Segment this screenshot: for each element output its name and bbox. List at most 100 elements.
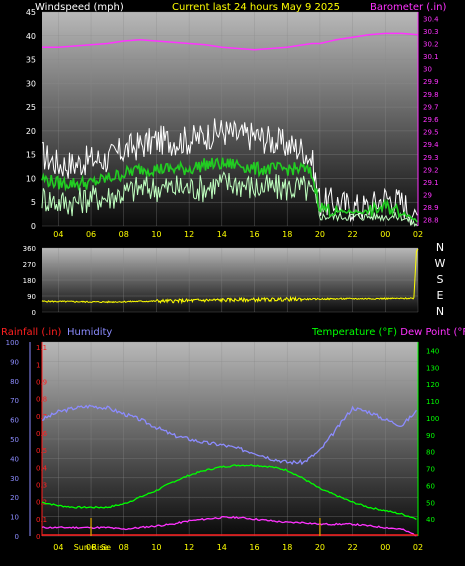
barometer-y-tick-label: 29.1 xyxy=(423,179,439,187)
temp-y-tick-label: 60 xyxy=(426,482,435,490)
chart-title: Current last 24 hours May 9 2025 xyxy=(172,2,340,13)
barometer-y-tick-label: 29.8 xyxy=(423,91,439,99)
sunrise-label: Sun Rise xyxy=(74,543,109,552)
barometer-y-tick-label: 29.3 xyxy=(423,154,439,162)
temp-y-tick-label: 120 xyxy=(426,381,439,389)
temp-y-tick-label: 90 xyxy=(426,432,435,440)
wind-y-tick-label: 45 xyxy=(26,8,36,17)
barometer-y-tick-label: 29.2 xyxy=(423,166,439,174)
x-tick-label: 04 xyxy=(53,543,63,552)
wind-y-tick-label: 35 xyxy=(26,56,36,65)
humidity-y-tick-label: 70 xyxy=(10,397,19,405)
barometer-y-tick-label: 30.1 xyxy=(423,53,439,61)
temp-y-tick-label: 140 xyxy=(426,347,439,355)
x-tick-label: 16 xyxy=(249,230,259,239)
temperature-series xyxy=(41,463,417,520)
humidity-y-tick-label: 50 xyxy=(10,436,19,444)
wind-low-series xyxy=(41,171,418,227)
temp-y-tick-label: 100 xyxy=(426,415,439,423)
temp-y-tick-label: 70 xyxy=(426,466,435,474)
wind-y-tick-label: 40 xyxy=(26,32,36,41)
barometer-y-tick-label: 30.3 xyxy=(423,28,439,36)
rain-y-tick-label: 1 xyxy=(36,361,40,369)
barometer-y-tick-label: 29.6 xyxy=(423,116,439,124)
x-tick-label: 02 xyxy=(413,543,423,552)
barometer-y-tick-label: 29.5 xyxy=(423,129,439,137)
sun-label-overlap: Se xyxy=(101,543,111,552)
humidity-y-tick-label: 10 xyxy=(10,514,19,522)
temp-y-tick-label: 130 xyxy=(426,364,439,372)
temp-y-tick-label: 50 xyxy=(426,499,435,507)
barometer-y-tick-label: 29.4 xyxy=(423,141,439,149)
wind-y-tick-label: 15 xyxy=(26,151,36,160)
compass-label-w: W xyxy=(435,257,446,270)
humidity-y-tick-label: 30 xyxy=(10,475,19,483)
dewpoint-series xyxy=(41,515,417,537)
direction-y-tick-label: 360 xyxy=(23,245,36,253)
x-tick-label: 20 xyxy=(315,230,325,239)
compass-label-s: S xyxy=(437,273,444,286)
direction-y-tick-label: 270 xyxy=(23,261,36,269)
barometer-series xyxy=(42,32,419,51)
x-tick-label: 18 xyxy=(282,230,292,239)
humidity-y-tick-label: 60 xyxy=(10,417,19,425)
barometer-y-tick-label: 29.7 xyxy=(423,103,439,111)
x-tick-label: 16 xyxy=(249,543,259,552)
x-tick-label: 22 xyxy=(348,543,358,552)
humidity-series xyxy=(41,404,417,466)
compass-label-n: N xyxy=(436,241,444,254)
compass-label-e: E xyxy=(437,289,444,302)
x-tick-label: 18 xyxy=(282,543,292,552)
humidity-y-tick-label: 100 xyxy=(6,339,19,347)
humidity-y-tick-label: 0 xyxy=(15,533,19,541)
wind-y-tick-label: 25 xyxy=(26,103,36,112)
x-tick-label: 14 xyxy=(217,543,227,552)
x-tick-label: 00 xyxy=(380,230,390,239)
x-tick-label: 00 xyxy=(380,543,390,552)
wind-y-tick-label: 10 xyxy=(26,174,36,183)
wind-axis-title: Windspeed (mph) xyxy=(35,2,124,13)
humidity-y-tick-label: 80 xyxy=(10,378,19,386)
x-tick-label: 10 xyxy=(151,543,161,552)
barometer-y-tick-label: 30.4 xyxy=(423,15,439,23)
wind-y-tick-label: 20 xyxy=(26,127,36,136)
direction-y-tick-label: 180 xyxy=(23,277,36,285)
x-tick-label: 06 xyxy=(86,230,96,239)
wind-y-tick-label: 5 xyxy=(31,198,36,207)
humidity-axis-title: Humidity xyxy=(67,327,112,338)
rain-y-tick-label: 0 xyxy=(36,533,40,541)
temp-axis-title: Temperature (°F) Dew Point (°F) xyxy=(311,327,465,338)
x-tick-label: 08 xyxy=(119,543,129,552)
x-tick-label: 22 xyxy=(348,230,358,239)
x-tick-label: 08 xyxy=(119,230,129,239)
wind-gust-series xyxy=(41,118,418,226)
wind-y-tick-label: 0 xyxy=(31,222,36,231)
humidity-y-tick-label: 20 xyxy=(10,494,19,502)
temp-y-tick-label: 40 xyxy=(426,516,435,524)
barometer-y-tick-label: 29.9 xyxy=(423,78,439,86)
barometer-axis-title: Barometer (.in) xyxy=(370,2,446,13)
compass-label-n: N xyxy=(436,305,444,318)
x-tick-label: 02 xyxy=(413,230,423,239)
x-tick-label: 06 xyxy=(86,543,96,552)
wind-direction-series xyxy=(41,248,419,305)
x-tick-label: 12 xyxy=(184,543,194,552)
wind-y-tick-label: 30 xyxy=(26,79,36,88)
temp-y-tick-label: 110 xyxy=(426,398,439,406)
direction-y-tick-label: 0 xyxy=(32,309,36,317)
rainfall-axis-title: Rainfall (.in) xyxy=(1,327,62,338)
barometer-y-tick-label: 28.8 xyxy=(423,217,439,225)
barometer-y-tick-label: 30.2 xyxy=(423,40,439,48)
direction-y-tick-label: 90 xyxy=(27,293,36,301)
humidity-y-tick-label: 90 xyxy=(10,358,19,366)
x-tick-label: 12 xyxy=(184,230,194,239)
barometer-y-tick-label: 29 xyxy=(423,192,432,200)
temp-y-tick-label: 80 xyxy=(426,449,435,457)
barometer-y-tick-label: 30 xyxy=(423,66,432,74)
x-tick-label: 10 xyxy=(151,230,161,239)
humidity-y-tick-label: 40 xyxy=(10,455,19,463)
wind-average-series xyxy=(41,157,418,223)
barometer-y-tick-label: 28.9 xyxy=(423,204,439,212)
x-tick-label: 14 xyxy=(217,230,227,239)
